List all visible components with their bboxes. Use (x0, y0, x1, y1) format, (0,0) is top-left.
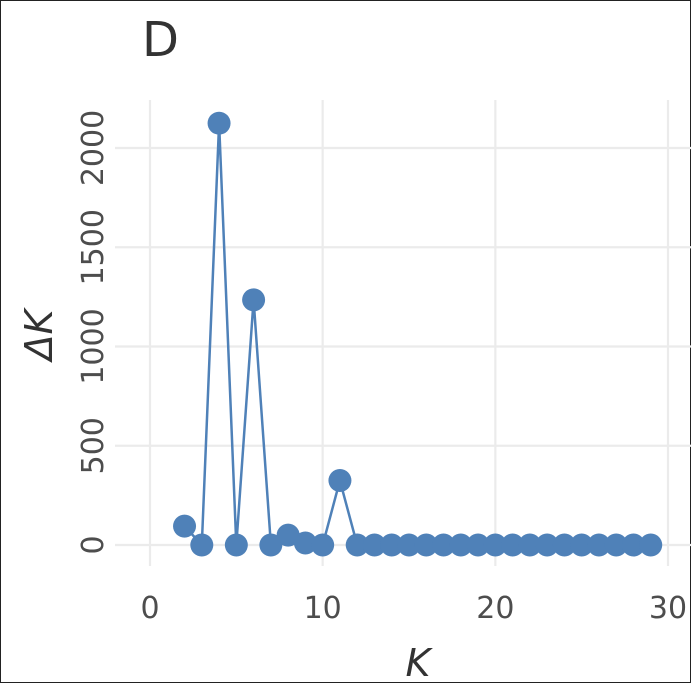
grid (115, 100, 691, 566)
y-tick-label: 1500 (76, 209, 111, 285)
data-point (604, 533, 628, 557)
data-point (466, 533, 490, 557)
panel-label: D (142, 12, 179, 68)
data-point (639, 533, 663, 557)
data-point (259, 533, 283, 557)
data-point (432, 533, 456, 557)
x-tick-label: 10 (304, 591, 342, 626)
data-point (311, 533, 335, 557)
data-point (190, 533, 214, 557)
data-point (552, 533, 576, 557)
y-tick-label: 2000 (76, 110, 111, 186)
data-point (414, 533, 438, 557)
data-point (276, 523, 300, 547)
y-tick-label: 1000 (76, 308, 111, 384)
data-point (207, 111, 231, 135)
y-axis-title: ΔK (17, 306, 61, 363)
data-point (293, 531, 317, 555)
data-point (380, 533, 404, 557)
x-tick-labels: 0 10 20 30 (140, 591, 687, 626)
data-points (173, 111, 663, 557)
x-axis-title: K (406, 641, 434, 683)
data-point (362, 533, 386, 557)
data-point (173, 514, 197, 538)
data-point (224, 533, 248, 557)
x-tick-label: 0 (140, 591, 159, 626)
data-point (587, 533, 611, 557)
y-tick-labels: 0 500 1000 1500 2000 (76, 110, 111, 555)
data-point (518, 533, 542, 557)
x-tick-label: 20 (476, 591, 514, 626)
data-point (328, 468, 352, 492)
data-point (621, 533, 645, 557)
data-point (483, 533, 507, 557)
x-tick-label: 30 (649, 591, 687, 626)
y-tick-label: 0 (76, 535, 111, 554)
data-point (242, 288, 266, 312)
data-point (397, 533, 421, 557)
series-line (183, 123, 651, 549)
data-point (501, 533, 525, 557)
data-point (535, 533, 559, 557)
data-point (570, 533, 594, 557)
y-tick-label: 500 (76, 417, 111, 474)
data-point (345, 533, 369, 557)
data-point (449, 533, 473, 557)
